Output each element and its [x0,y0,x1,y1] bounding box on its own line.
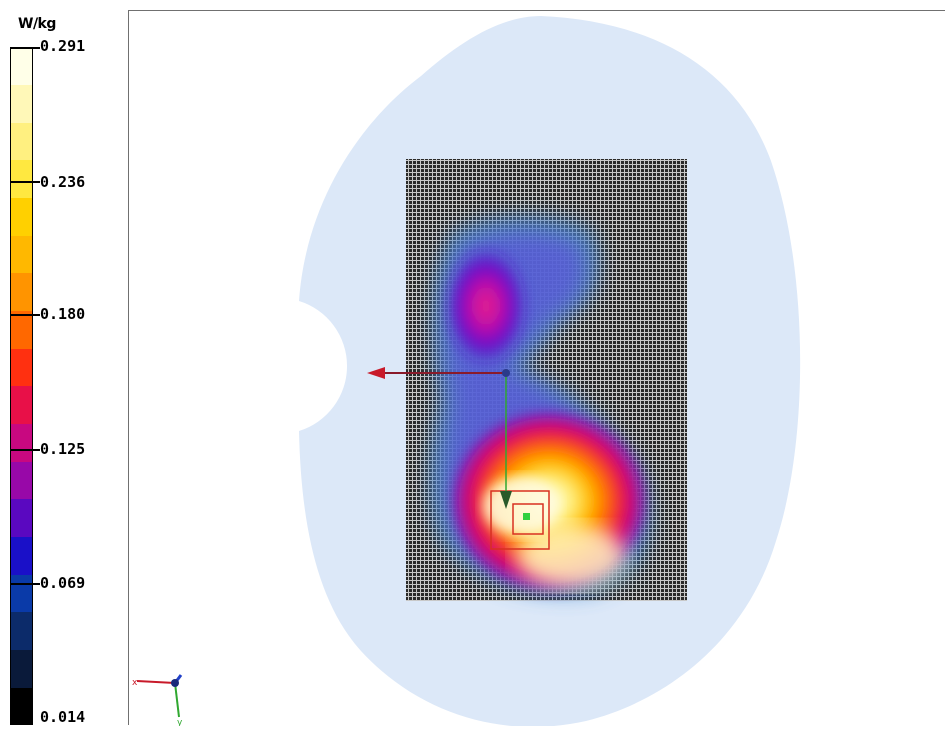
sar-distribution [429,216,651,595]
colorbar-tick [10,47,40,49]
colorbar-tick [10,181,40,183]
svg-text:x: x [132,678,138,688]
sar-plot-area[interactable]: x y [128,10,945,728]
colorbar-tick-label: 0.236 [40,173,86,191]
orientation-triad: x y [132,674,183,728]
colorbar-tick-label: 0.291 [40,37,86,55]
colorbar-tick-label: 0.180 [40,305,86,323]
colorbar-tick [10,314,40,316]
colorbar-tick [10,449,40,451]
colorbar-segment [10,386,33,424]
colorbar-tick-label: 0.069 [40,574,86,592]
colorbar-segment [10,197,33,236]
colorbar: W/kg 0.291 0.236 0.180 0.125 0.069 0.014 [0,0,128,726]
colorbar-segment [10,612,33,650]
zoom-scan-boxes [490,490,550,550]
colorbar-tick [10,583,40,585]
svg-text:y: y [177,718,183,726]
colorbar-segment [10,574,33,613]
colorbar-segment [10,160,33,198]
colorbar-segment [10,84,33,123]
colorbar-segment [10,536,33,575]
colorbar-unit-label: W/kg [18,16,56,32]
sar-plot-svg: x y [132,16,801,728]
colorbar-tick-label: 0.014 [40,708,86,726]
colorbar-segment [10,273,33,311]
colorbar-tick-label: 0.125 [40,440,86,458]
probe-axes [367,367,512,509]
colorbar-segment [10,461,33,500]
colorbar-segment [10,649,33,688]
colorbar-segment [10,310,33,349]
colorbar-segment [10,423,33,462]
colorbar-segment [10,687,33,726]
colorbar-segment [10,235,33,274]
colorbar-segment [10,122,33,161]
colorbar-segment [10,348,33,387]
colorbar-segment [10,47,33,85]
colorbar-segment [10,499,33,537]
